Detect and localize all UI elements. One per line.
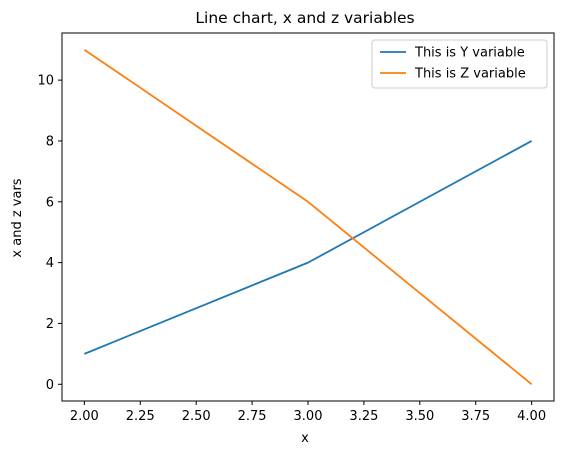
y-axis-ticks: 0 2 4 6 8 10 — [37, 74, 62, 393]
x-tick-label: 2.00 — [70, 409, 99, 424]
y-tick-label: 2 — [46, 317, 54, 332]
x-tick-label: 3.75 — [461, 409, 490, 424]
x-tick-label: 3.50 — [405, 409, 434, 424]
x-tick-label: 2.25 — [126, 409, 155, 424]
x-tick-label: 3.00 — [294, 409, 323, 424]
x-tick-label: 4.00 — [517, 409, 546, 424]
legend-box — [371, 39, 548, 89]
y-axis-label: x and z vars — [10, 178, 25, 257]
x-axis-label: x — [301, 431, 309, 446]
x-tick-label: 2.75 — [238, 409, 267, 424]
y-tick-label: 10 — [37, 74, 54, 89]
series-line-1 — [84, 140, 533, 355]
x-tick-label: 3.25 — [349, 409, 378, 424]
series-line-2 — [83, 48, 533, 385]
y-tick-label: 4 — [46, 256, 54, 271]
legend: This is Y variable This is Z variable — [371, 39, 548, 89]
y-tick-label: 0 — [46, 378, 54, 393]
y-tick-label: 6 — [46, 195, 54, 210]
y-tick-label: 8 — [46, 134, 54, 149]
plot-lines — [83, 48, 533, 385]
x-axis-ticks: 2.00 2.25 2.50 2.75 3.00 3.25 3.50 3.75 4.00 — [70, 401, 546, 424]
chart-title: Line chart, x and z variables — [195, 9, 414, 27]
legend-label-1: This is Y variable — [414, 46, 525, 61]
x-tick-label: 2.50 — [182, 409, 211, 424]
legend-label-2: This is Z variable — [414, 67, 526, 82]
